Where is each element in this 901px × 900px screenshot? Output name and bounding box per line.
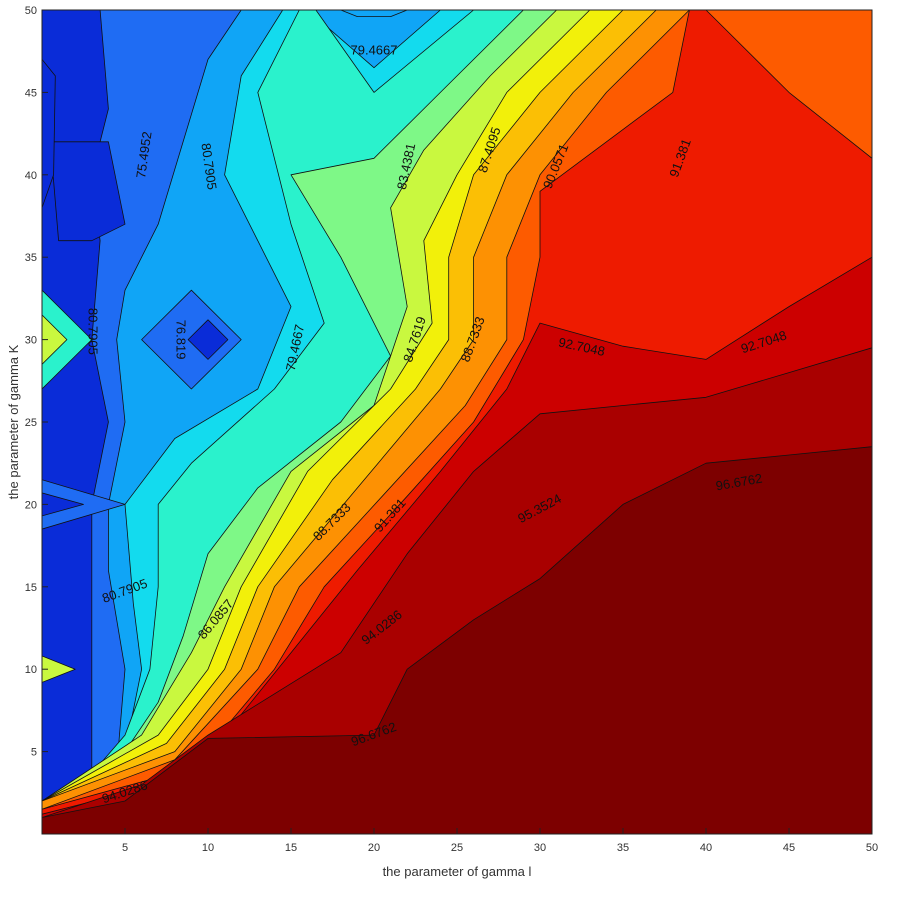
x-tick-label: 20 <box>368 842 380 854</box>
contour-bands <box>42 10 872 834</box>
x-tick-label: 30 <box>534 842 546 854</box>
y-tick-label: 20 <box>25 499 37 511</box>
y-axis-label: the parameter of gamma K <box>6 344 21 499</box>
x-tick-label: 40 <box>700 842 712 854</box>
x-axis-label: the parameter of gamma l <box>383 864 532 879</box>
contour-band <box>187 319 229 360</box>
contour-band <box>42 59 56 209</box>
contour-label: 79.4667 <box>351 43 398 58</box>
y-tick-label: 25 <box>25 417 37 429</box>
contour-label: 80.7905 <box>198 142 219 191</box>
x-tick-label: 25 <box>451 842 463 854</box>
y-tick-label: 35 <box>25 252 37 264</box>
contour-label: 75.4952 <box>133 131 154 180</box>
x-tick-label: 35 <box>617 842 629 854</box>
contour-band <box>42 655 76 683</box>
contour-band <box>49 141 126 242</box>
x-tick-label: 10 <box>202 842 214 854</box>
y-tick-label: 50 <box>25 5 37 17</box>
x-tick-label: 15 <box>285 842 297 854</box>
contour-band <box>42 446 872 834</box>
x-tick-label: 50 <box>866 842 878 854</box>
contour-label: 76.819 <box>173 320 188 360</box>
y-tick-label: 10 <box>25 664 37 676</box>
y-tick-label: 15 <box>25 582 37 594</box>
x-tick-label: 45 <box>783 842 795 854</box>
contour-band <box>42 314 68 365</box>
x-tick-label: 5 <box>122 842 128 854</box>
y-tick-label: 45 <box>25 87 37 99</box>
contour-band <box>42 492 84 517</box>
x-axis-ticks: 5 10 15 20 25 30 35 40 45 50 <box>122 828 878 854</box>
y-tick-label: 40 <box>25 170 37 182</box>
y-tick-label: 5 <box>31 747 37 759</box>
contour-label: 80.7905 <box>85 308 100 355</box>
y-tick-label: 30 <box>25 335 37 347</box>
y-axis-ticks: 5 10 15 20 25 30 35 40 45 50 <box>25 5 48 759</box>
